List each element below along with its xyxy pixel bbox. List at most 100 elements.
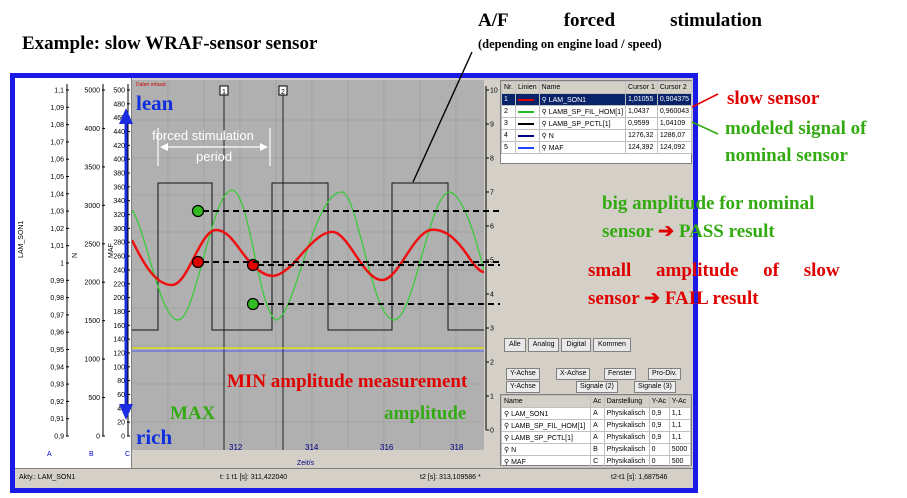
maf-tick: 120: [113, 350, 125, 357]
maf-tick: 240: [113, 267, 125, 274]
right-tick: 0: [490, 428, 494, 435]
maf-tick: 140: [113, 337, 125, 344]
tab-signals-2[interactable]: Signale (2): [576, 381, 618, 393]
tab-y-axis-top[interactable]: Y-Achse: [506, 368, 540, 380]
max-label: MAX: [170, 403, 216, 424]
big-amplitude-text: big amplitude for nominal: [602, 193, 815, 214]
channel-name: ⚲ MAF: [538, 141, 627, 154]
lam-axis-label: LAM_SON1: [18, 221, 25, 258]
signal-cell: ⚲ MAF: [500, 455, 592, 468]
channel-cursor1: 1,01055: [625, 93, 658, 106]
channel-row[interactable]: 5 ⚲ MAF 124,392 124,092: [501, 141, 693, 154]
maf-tick: 320: [113, 212, 125, 219]
col-lines[interactable]: Linien: [514, 81, 540, 94]
tab-x-axis[interactable]: X-Achse: [556, 368, 591, 380]
lam-tick: 1,03: [50, 209, 64, 216]
channel-row[interactable]: 3 ⚲ LAMB_SP_PCTL[1] 0,9599 1,04109: [501, 117, 693, 130]
status-t2: t2 [s]: 313,109586 *: [420, 474, 481, 481]
small-amplitude-text: small amplitude of slow: [588, 260, 840, 281]
maf-tick: 220: [113, 281, 125, 288]
axis-tabs: Y-Achse X-Achse Fenster Pro-Div. Y-Achse…: [500, 366, 692, 394]
y-axes-svg: 1,1 1,09 1,08 1,07 1,06 1,05 1,04 1,03 1,02 1,01 1…: [18, 84, 130, 458]
cursor-2-marker[interactable]: [278, 85, 288, 96]
tab-all[interactable]: Alle: [504, 338, 526, 352]
right-tick: 1: [490, 394, 494, 401]
right-tick: 10: [490, 88, 498, 95]
sig-col-ymin[interactable]: Y-Ac: [648, 395, 670, 408]
col-name[interactable]: Name: [538, 81, 627, 94]
maf-tick: 200: [113, 295, 125, 302]
maf-tick: 0: [121, 434, 125, 441]
n-tick: 1500: [84, 318, 100, 325]
fail-arrow-icon: ➔: [639, 288, 665, 309]
channel-line-swatch: [514, 141, 540, 154]
signal-cell: Physikalisch: [603, 455, 650, 468]
tab-window[interactable]: Fenster: [604, 368, 636, 380]
channel-nr: 4: [501, 129, 516, 142]
col-cursor1[interactable]: Cursor 1: [625, 81, 658, 94]
cursor-1-marker[interactable]: [219, 85, 229, 96]
signal-cell: 1,1: [668, 431, 692, 444]
signal-table-panel: Name Ac Darstellung Y-Ac Y-Ac ⚲ LAM_SON1…: [500, 394, 692, 468]
channel-nr: 1: [501, 93, 516, 106]
sig-col-display[interactable]: Darstellung: [603, 395, 650, 408]
lam-tick: 0,97: [50, 312, 64, 319]
col-nr[interactable]: Nr.: [501, 81, 516, 94]
af-stimulation-title: A/F forced stimulation: [478, 10, 762, 32]
channel-cursor1: 1276,32: [625, 129, 658, 142]
fail-result: FAIL result: [664, 288, 759, 309]
tab-analog[interactable]: Analog: [527, 338, 560, 352]
signal-row[interactable]: ⚲ LAMB_SP_FIL_HOM[1] A Physikalisch 0,9 1,1: [500, 419, 692, 432]
x-axis-label: Zeit/s: [297, 460, 315, 467]
rich-label: rich: [136, 425, 173, 449]
channel-row[interactable]: 4 ⚲ N 1276,32 1286,07: [501, 129, 693, 142]
lam-tick: 1,05: [50, 174, 64, 181]
maf-tick: 80: [117, 378, 125, 385]
tab-comments[interactable]: Kommen: [592, 338, 631, 352]
col-cursor2[interactable]: Cursor 2: [656, 81, 693, 94]
n-tick: 5000: [84, 88, 100, 95]
channel-cursor2: 1,04109: [656, 117, 693, 130]
tab-signals-3[interactable]: Signale (3): [634, 381, 676, 393]
signal-cell: Physikalisch: [603, 443, 650, 456]
lam-tick: 0,96: [50, 330, 64, 337]
right-tick: 7: [490, 190, 494, 197]
channel-row[interactable]: 1 ⚲ LAM_SON1 1,01055 0,904375: [501, 93, 693, 106]
lam-tick: 1,06: [50, 157, 64, 164]
signal-cell: ⚲ LAM_SON1: [500, 407, 592, 420]
sig-col-axis[interactable]: Ac: [590, 395, 605, 408]
signal-row[interactable]: ⚲ MAF C Physikalisch 0 500: [500, 455, 692, 468]
maf-tick: 60: [117, 392, 125, 399]
maf-axis-label: MAF: [108, 243, 115, 258]
signal-row[interactable]: ⚲ N B Physikalisch 0 5000: [500, 443, 692, 456]
status-t1: t: 1 t1 [s]: 311,422040: [220, 474, 288, 481]
signal-cell: A: [590, 419, 605, 432]
sig-col-name[interactable]: Name: [500, 395, 592, 408]
pass-result: PASS result: [678, 221, 775, 242]
maf-tick: 420: [113, 143, 125, 150]
channel-cursor1: 0,9599: [625, 117, 658, 130]
maf-tick: 160: [113, 323, 125, 330]
channel-row[interactable]: 2 ⚲ LAMB_SP_FIL_HOM[1] 1,0437 0,960043: [501, 105, 693, 118]
lam-tick: 1,04: [50, 191, 64, 198]
tab-digital[interactable]: Digital: [561, 338, 591, 352]
signal-cell: 1,1: [668, 407, 692, 420]
maf-tick: 360: [113, 184, 125, 191]
y-axes-panel: 1,1 1,09 1,08 1,07 1,06 1,05 1,04 1,03 1,02 1,01 1…: [15, 78, 132, 468]
tab-y-axis[interactable]: Y-Achse: [506, 381, 540, 393]
signal-cell: 0,9: [648, 419, 670, 432]
cursor-2-label: 2: [281, 89, 285, 96]
axis-letter-a: A: [47, 451, 52, 458]
axis-letter-b: B: [89, 451, 94, 458]
signal-cell: 0,9: [648, 431, 670, 444]
modeled-signal-label: modeled signal of: [725, 118, 867, 139]
signal-cell: Physikalisch: [603, 407, 650, 420]
sig-col-ymax[interactable]: Y-Ac: [668, 395, 692, 408]
signal-row[interactable]: ⚲ LAMB_SP_PCTL[1] A Physikalisch 0,9 1,1: [500, 431, 692, 444]
lam-tick: 0,94: [50, 364, 64, 371]
tab-pro-div[interactable]: Pro-Div.: [648, 368, 681, 380]
lam-tick: 0,9: [54, 434, 64, 441]
maf-tick: 20: [117, 420, 125, 427]
signal-cell: ⚲ LAMB_SP_PCTL[1]: [500, 431, 592, 444]
signal-row[interactable]: ⚲ LAM_SON1 A Physikalisch 0,9 1,1: [500, 407, 692, 420]
